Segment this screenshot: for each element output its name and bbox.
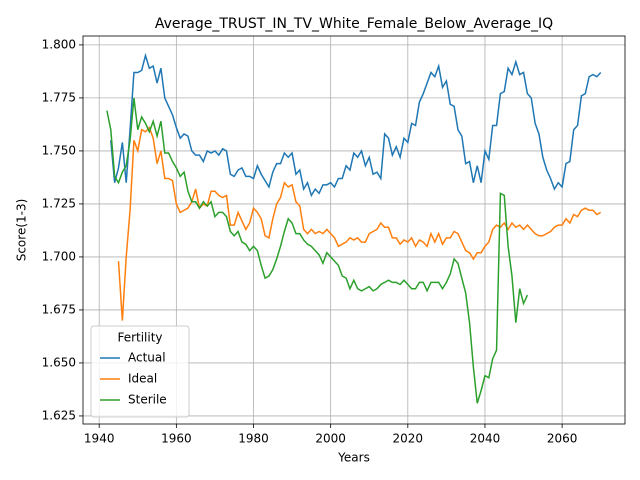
- chart-title: Average_TRUST_IN_TV_White_Female_Below_A…: [155, 16, 553, 32]
- x-axis-label: Years: [337, 451, 370, 465]
- legend-box: [90, 325, 190, 418]
- y-tick-label: 1.675: [42, 302, 76, 316]
- data-line: [106, 97, 529, 404]
- y-tick-label: 1.775: [42, 90, 76, 104]
- x-tick-label: 2000: [315, 432, 346, 446]
- y-tick-label: 1.625: [42, 408, 76, 422]
- plot-frame: [82, 35, 626, 425]
- y-tick-label: 1.800: [42, 37, 76, 51]
- x-tick-label: 2020: [393, 432, 424, 446]
- x-tick-label: 1940: [84, 432, 115, 446]
- data-line: [110, 52, 602, 198]
- data-line: [117, 126, 602, 321]
- y-tick-label: 1.725: [42, 196, 76, 210]
- x-tick-label: 2040: [470, 432, 501, 446]
- x-tick-label: 1960: [161, 432, 192, 446]
- y-tick-label: 1.700: [42, 249, 76, 263]
- y-axis-label: Score(1-3): [15, 199, 29, 262]
- x-tick-label: 2060: [547, 432, 578, 446]
- legend-label: Sterile: [128, 393, 167, 407]
- legend-label: Actual: [128, 351, 166, 365]
- legend-title: Fertility: [117, 331, 162, 345]
- legend-label: Ideal: [128, 372, 157, 386]
- y-tick-label: 1.650: [42, 355, 76, 369]
- x-tick-label: 1980: [238, 432, 269, 446]
- y-tick-label: 1.750: [42, 143, 76, 157]
